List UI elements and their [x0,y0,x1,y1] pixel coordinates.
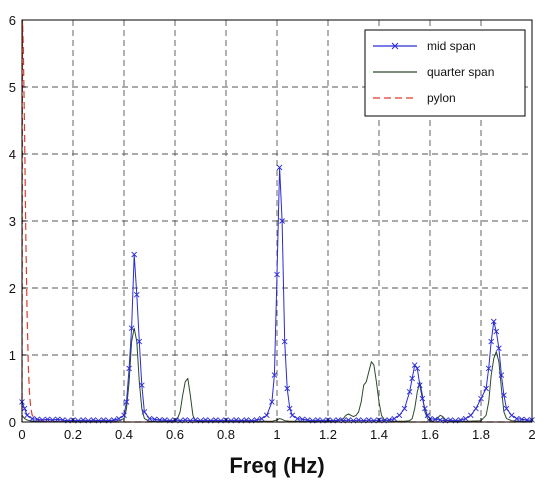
series-line-mid-span [21,166,532,422]
data-point [391,415,398,422]
data-point [493,328,500,335]
data-point [141,409,148,415]
data-point [299,416,306,423]
legend-entry-label: mid span [427,39,476,53]
data-point [44,416,51,423]
data-point [508,412,515,419]
data-point [54,416,61,423]
data-point [467,412,474,419]
data-point [419,395,426,402]
data-point [473,405,479,412]
x-tick-label: 0.8 [217,427,235,442]
data-point [485,365,492,372]
data-point [279,218,285,224]
legend-entry-label: pylon [427,91,456,105]
data-point [478,395,484,402]
data-point [34,416,41,423]
data-point [263,412,270,419]
legend-box [364,29,526,117]
data-point [483,385,489,392]
data-point [396,412,403,419]
data-point [409,375,415,382]
data-point [462,415,469,422]
data-point [151,416,158,423]
data-point [131,251,138,258]
data-point [258,415,265,422]
y-tick-label: 0 [9,415,16,430]
data-point [496,345,502,352]
y-tick-label: 1 [9,348,16,363]
data-point [432,416,438,423]
data-point [401,405,408,412]
y-tick-label: 2 [9,281,16,296]
data-point [116,415,122,422]
y-tick-label: 4 [9,147,16,162]
data-point [21,405,28,412]
x-axis-label: Freq (Hz) [229,453,324,478]
data-point [406,389,413,395]
x-tick-label: 2 [528,427,535,442]
data-point [518,416,525,423]
data-point [284,385,291,392]
data-point [488,338,495,345]
data-point [490,318,497,325]
data-point [498,372,505,378]
data-point [416,382,423,388]
data-point [424,412,431,419]
data-point [414,365,421,372]
data-point [274,271,280,278]
data-point [294,415,301,422]
data-point [133,291,140,298]
data-point [269,399,275,405]
axis-ticks: 0 0.2 0.4 0.6 0.8 1 1.2 1.4 1.6 1.8 2 0 1 2 3 4 5 6 [9,13,536,442]
data-point [139,382,145,388]
data-point [501,392,507,399]
x-tick-label: 0.4 [115,427,133,442]
data-point [123,399,130,405]
data-point [281,338,288,345]
y-tick-label: 3 [9,214,16,229]
y-tick-label: 6 [9,13,16,28]
y-tick-label: 5 [9,80,16,95]
x-tick-label: 1.6 [421,427,439,442]
legend: mid span quarter span pylon [364,29,526,117]
legend-marker [391,42,399,50]
x-tick-label: 0.2 [64,427,82,442]
x-tick-label: 1.4 [370,427,388,442]
data-point [136,338,143,345]
data-point [289,412,296,419]
x-tick-label: 0.6 [166,427,184,442]
data-point [411,362,418,368]
x-tick-label: 0 [18,427,25,442]
x-tick-label: 1.2 [319,427,337,442]
data-point [513,415,520,422]
data-point [29,415,36,422]
data-point [276,164,283,171]
legend-entry-label: quarter span [427,65,494,79]
data-point [121,412,127,419]
x-tick-label: 1.8 [472,427,490,442]
data-point [286,405,293,412]
data-point [126,365,132,372]
data-point [422,405,428,412]
data-point [24,412,30,419]
x-tick-label: 1 [273,427,280,442]
data-point [503,405,510,412]
data-point [128,325,135,332]
data-point [271,372,278,378]
data-point [146,415,153,422]
